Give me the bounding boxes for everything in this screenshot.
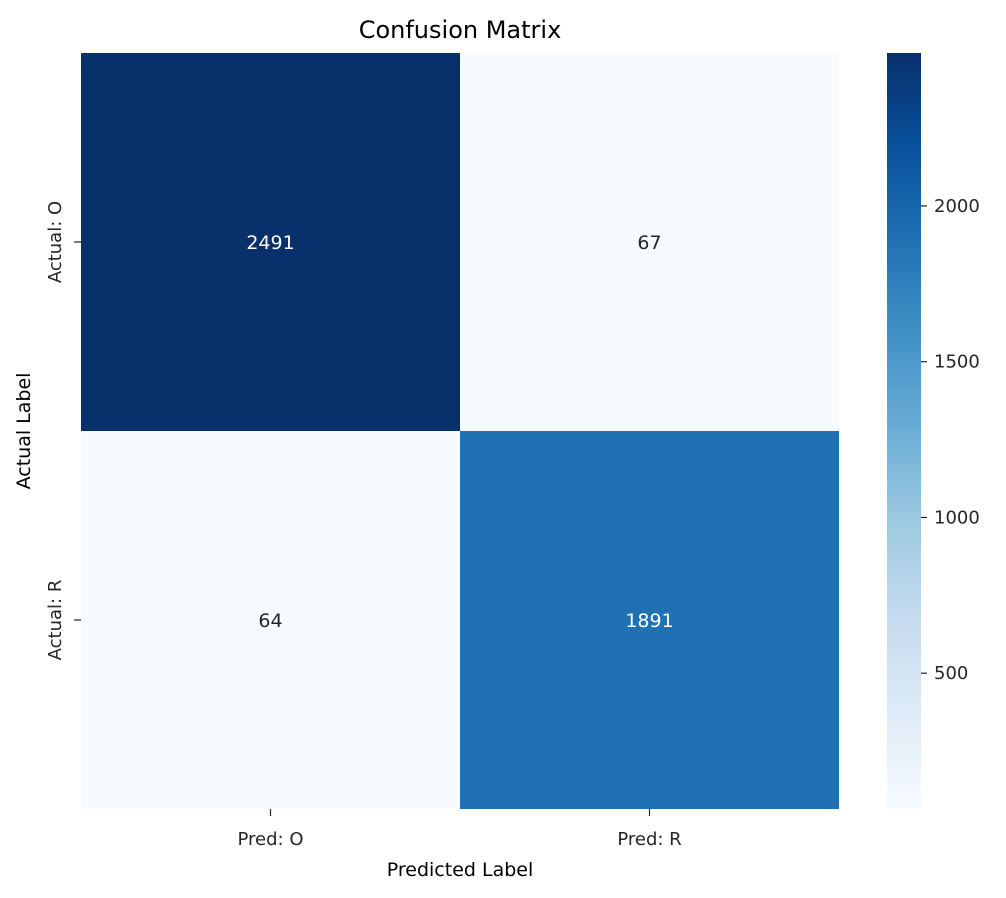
heatmap-cell [81, 53, 460, 431]
cell-value-label: 2491 [246, 232, 294, 254]
colorbar [887, 53, 921, 809]
chart-title: Confusion Matrix [359, 16, 562, 44]
colorbar-tick-label: 500 [934, 663, 968, 684]
colorbar-ticks: 500 1000 1500 2000 [921, 196, 980, 684]
y-axis-label: Actual Label [13, 373, 35, 490]
heatmap-cell [460, 431, 839, 809]
heatmap-cell [81, 431, 460, 809]
x-axis-ticks: Pred: O Pred: R [238, 809, 682, 850]
heatmap-cell [460, 53, 839, 431]
colorbar-tick-label: 1500 [934, 352, 980, 373]
colorbar-tick-label: 1000 [934, 507, 980, 528]
x-tick-label: Pred: O [238, 829, 304, 850]
cell-value-label: 64 [258, 610, 282, 632]
x-tick-label: Pred: R [617, 829, 681, 850]
cell-value-label: 67 [637, 232, 661, 254]
cell-value-label: 1891 [625, 610, 673, 632]
y-tick-label: Actual: O [45, 201, 66, 283]
y-tick-label: Actual: R [45, 580, 66, 661]
x-axis-label: Predicted Label [387, 859, 534, 881]
heatmap-cells: 2491 67 64 1891 [81, 53, 839, 809]
y-axis-ticks: Actual: O Actual: R [45, 201, 81, 661]
colorbar-tick-label: 2000 [934, 196, 980, 217]
